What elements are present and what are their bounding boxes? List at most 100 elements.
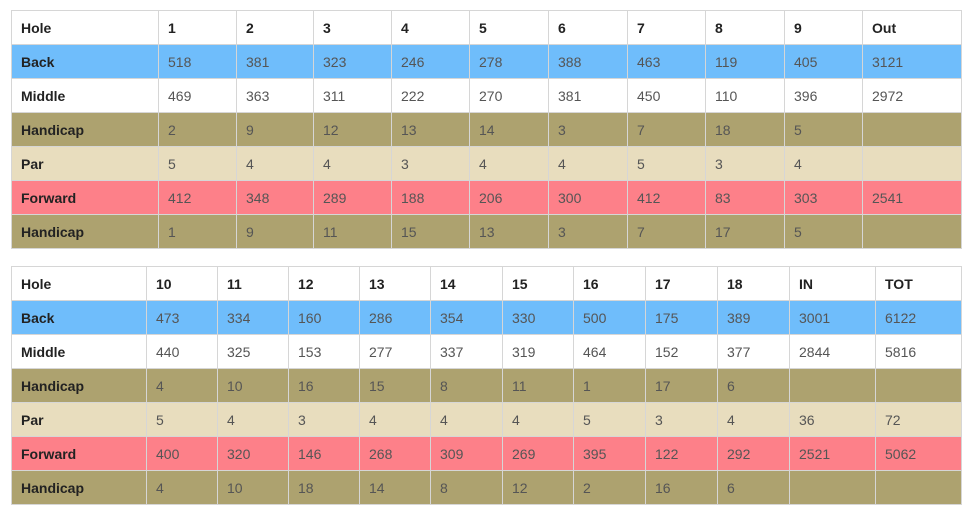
front-back-row: Back 518 381 323 246 278 388 463 119 405 3121 [11,44,962,79]
yardage-cell: 3121 [862,44,962,79]
yardage-cell: 15 [359,368,431,403]
hole-column-header: TOT [875,266,962,301]
yardage-cell: 3001 [789,300,876,335]
front-hcp-row: Handicap 1 9 11 15 13 3 7 17 5 [11,214,962,249]
yardage-cell: 2541 [862,180,962,215]
yardage-cell: 17 [645,368,718,403]
hole-column-header: 17 [645,266,718,301]
yardage-cell: 9 [236,214,314,249]
yardage-cell: 2 [573,470,646,505]
yardage-cell: 2972 [862,78,962,113]
yardage-cell: 2521 [789,436,876,471]
yardage-cell [862,112,962,147]
yardage-cell: 4 [717,402,790,437]
front-header-row: Hole 1 2 3 4 5 6 7 8 9 Out [11,10,962,45]
yardage-cell: 292 [717,436,790,471]
yardage-cell: 8 [430,368,503,403]
row-label: Handicap [11,214,159,249]
yardage-cell: 14 [469,112,549,147]
yardage-cell: 5 [158,146,237,181]
yardage-cell: 83 [705,180,785,215]
front-par-row: Par 5 4 4 3 4 4 5 3 4 [11,146,962,181]
yardage-cell: 1 [158,214,237,249]
yardage-cell: 18 [705,112,785,147]
yardage-cell: 12 [502,470,574,505]
yardage-cell: 319 [502,334,574,369]
yardage-cell: 153 [288,334,360,369]
hole-column-header: 12 [288,266,360,301]
row-label: Forward [11,180,159,215]
back-par-row: Par 5 4 3 4 4 4 5 3 4 36 72 [11,402,962,437]
row-label: Handicap [11,112,159,147]
yardage-cell: 5 [784,112,863,147]
yardage-cell: 4 [502,402,574,437]
yardage-cell: 354 [430,300,503,335]
yardage-cell: 206 [469,180,549,215]
yardage-cell [789,470,876,505]
row-label: Back [11,300,147,335]
yardage-cell: 323 [313,44,392,79]
yardage-cell: 4 [548,146,628,181]
yardage-cell [862,214,962,249]
yardage-cell: 122 [645,436,718,471]
hole-column-header: 3 [313,10,392,45]
yardage-cell: 17 [705,214,785,249]
front-fwd-row: Forward 412 348 289 188 206 300 412 83 303 2541 [11,180,962,215]
yardage-cell: 412 [158,180,237,215]
yardage-cell: 464 [573,334,646,369]
yardage-cell: 270 [469,78,549,113]
yardage-cell: 377 [717,334,790,369]
yardage-cell: 246 [391,44,470,79]
row-label: Middle [11,78,159,113]
yardage-cell: 4 [217,402,289,437]
yardage-cell: 309 [430,436,503,471]
back-nine-scorecard-table: Hole 10 11 12 13 14 15 16 17 18 IN TOT Back 473 334 160… [11,266,962,505]
front-nine-scorecard-table: Hole 1 2 3 4 5 6 7 8 9 Out Back 518 381 323 246 278 388 46… [11,10,962,249]
yardage-cell: 5 [627,146,706,181]
yardage-cell: 363 [236,78,314,113]
yardage-cell: 268 [359,436,431,471]
yardage-cell: 3 [705,146,785,181]
yardage-cell: 3 [391,146,470,181]
yardage-cell: 395 [573,436,646,471]
yardage-cell: 277 [359,334,431,369]
hole-column-header: 7 [627,10,706,45]
yardage-cell: 286 [359,300,431,335]
yardage-cell: 5 [784,214,863,249]
row-label: Handicap [11,470,147,505]
hole-column-header: 5 [469,10,549,45]
yardage-cell: 500 [573,300,646,335]
yardage-cell: 4 [146,470,218,505]
yardage-cell: 381 [236,44,314,79]
yardage-cell: 11 [502,368,574,403]
yardage-cell: 11 [313,214,392,249]
yardage-cell: 4 [313,146,392,181]
back-back-row: Back 473 334 160 286 354 330 500 175 389 3001 6122 [11,300,962,335]
back-fwd-row: Forward 400 320 146 268 309 269 395 122 292 2521 50… [11,436,962,471]
yardage-cell: 7 [627,112,706,147]
yardage-cell: 278 [469,44,549,79]
yardage-cell: 4 [469,146,549,181]
yardage-cell [875,368,962,403]
yardage-cell: 6122 [875,300,962,335]
hole-label: Hole [11,10,159,45]
yardage-cell: 303 [784,180,863,215]
yardage-cell: 110 [705,78,785,113]
yardage-cell: 4 [784,146,863,181]
hole-column-header: 10 [146,266,218,301]
yardage-cell: 15 [391,214,470,249]
front-middle-row: Middle 469 363 311 222 270 381 450 110 396 2972 [11,78,962,113]
hole-column-header: 16 [573,266,646,301]
yardage-cell [875,470,962,505]
yardage-cell: 9 [236,112,314,147]
yardage-cell: 320 [217,436,289,471]
yardage-cell: 4 [359,402,431,437]
yardage-cell: 10 [217,470,289,505]
yardage-cell: 14 [359,470,431,505]
yardage-cell: 5 [573,402,646,437]
yardage-cell: 152 [645,334,718,369]
yardage-cell: 5 [146,402,218,437]
yardage-cell: 3 [288,402,360,437]
yardage-cell: 6 [717,368,790,403]
yardage-cell: 13 [469,214,549,249]
